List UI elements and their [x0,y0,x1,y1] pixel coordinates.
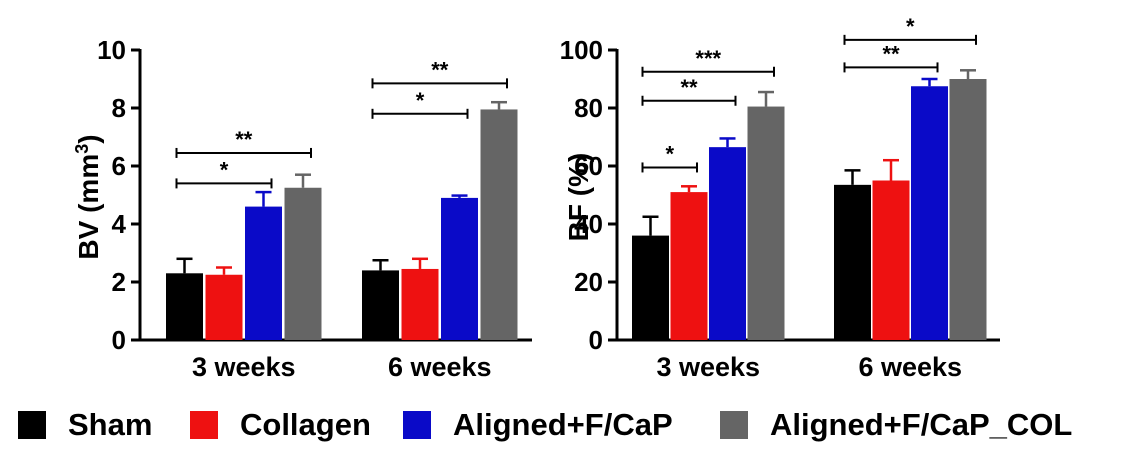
legend-label-aligned: Aligned+F/CaP [453,407,673,442]
bf-bar-aligned-col [747,106,785,340]
legend: Sham Collagen Aligned+F/CaP Aligned+F/Ca… [0,400,1131,450]
legend-item-collagen: Collagen [190,400,371,450]
bv-bar-aligned [441,197,478,340]
bv-y-axis-label: BV (mm3) [72,134,104,259]
bf-significance-label: * [906,14,915,39]
legend-label-collagen: Collagen [240,407,371,442]
bf-significance-label: *** [695,46,721,71]
bf-bar-sham [834,184,871,340]
bf-y-tick-label: 60 [574,151,603,181]
bv-bar-collagen [205,274,243,340]
bv-x-category-label: 6 weeks [388,352,492,382]
legend-swatch-collagen [190,411,218,439]
bf-significance-label: * [665,141,674,166]
legend-swatch-aligned-col [720,411,748,439]
bv-bar-sham [166,273,203,340]
bv-significance-label: ** [431,57,449,82]
legend-item-aligned: Aligned+F/CaP [403,400,673,450]
legend-item-aligned-col: Aligned+F/CaP_COL [720,400,1072,450]
bf-x-category-label: 6 weeks [858,352,962,382]
bf-significance-label: ** [680,75,698,100]
bv-bar-collagen [401,268,439,340]
bv-significance-label: ** [235,127,253,152]
bv-significance-label: * [416,88,425,113]
bv-y-tick-label: 6 [112,151,126,181]
bf-y-axis-label: BF (%) [563,153,594,242]
legend-swatch-sham [18,411,46,439]
bf-bar-aligned [911,86,948,340]
bv-significance-label: * [220,157,229,182]
legend-label-aligned-col: Aligned+F/CaP_COL [770,407,1073,442]
bf-y-tick-label: 20 [574,267,603,297]
bf-y-tick-label: 100 [560,35,603,65]
bf-y-tick-label: 40 [574,209,603,239]
bv-bar-aligned [245,206,282,340]
bv-bar-aligned-col [480,109,518,340]
bv-x-category-label: 3 weeks [192,352,296,382]
bf-x-category-label: 3 weeks [656,352,760,382]
bf-y-tick-label: 80 [574,93,603,123]
bf-bar-collagen [670,192,708,340]
legend-swatch-aligned [403,411,431,439]
bf-bar-aligned [709,147,746,340]
bf-bar-collagen [872,180,910,340]
bv-y-tick-label: 4 [112,209,127,239]
bf-bar-aligned-col [949,79,987,340]
bf-y-tick-label: 0 [589,325,603,355]
bf-bar-sham [632,235,669,340]
bf-significance-label: ** [882,41,900,66]
bv-y-tick-label: 0 [112,325,126,355]
bv-y-tick-label: 8 [112,93,126,123]
bv-y-tick-label: 2 [112,267,126,297]
bv-bar-sham [362,270,399,340]
bv-bar-aligned-col [284,187,322,340]
legend-label-sham: Sham [68,407,153,442]
bv-y-tick-label: 10 [97,35,126,65]
legend-item-sham: Sham [18,400,152,450]
